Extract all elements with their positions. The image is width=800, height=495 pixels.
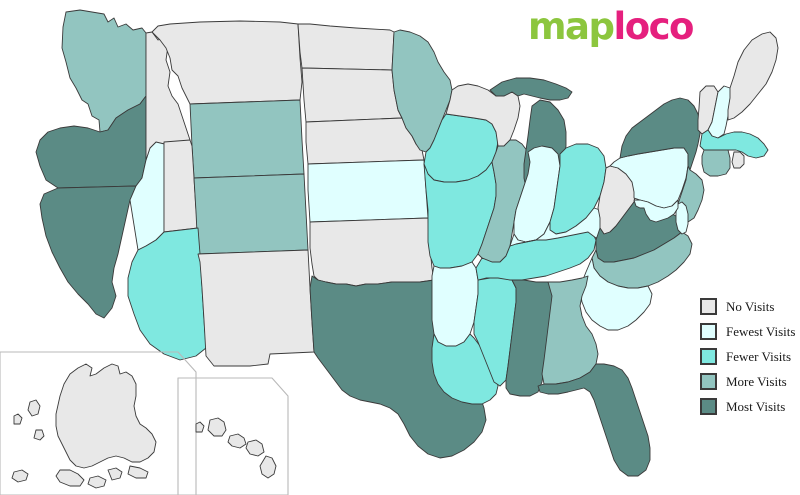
- state-CA[interactable]: [39, 185, 137, 319]
- legend-label-fewest-visits: Fewest Visits: [726, 323, 796, 339]
- legend-label-fewer-visits: Fewer Visits: [726, 348, 792, 364]
- state-KS[interactable]: [307, 159, 429, 223]
- state-RI[interactable]: [731, 151, 745, 169]
- hawaii-inset-frame: [177, 377, 289, 495]
- state-MT[interactable]: [151, 20, 303, 105]
- state-NY[interactable]: [619, 97, 701, 171]
- legend-item-fewer-visits[interactable]: Fewer Visits: [700, 344, 800, 369]
- alaska-inset-frame: [0, 351, 197, 495]
- legend-label-more-visits: More Visits: [726, 373, 787, 389]
- state-AR[interactable]: [431, 261, 479, 347]
- state-CT[interactable]: [701, 149, 731, 177]
- logo-text-map: map: [528, 5, 615, 48]
- state-HI[interactable]: [195, 417, 277, 479]
- legend-item-no-visits[interactable]: No Visits: [700, 294, 800, 319]
- state-FL[interactable]: [537, 363, 651, 477]
- state-WY[interactable]: [189, 99, 305, 179]
- legend-swatch-no-visits: [700, 298, 717, 315]
- legend-swatch-fewest-visits: [700, 323, 717, 340]
- legend-swatch-most-visits: [700, 398, 717, 415]
- legend-item-most-visits[interactable]: Most Visits: [700, 394, 800, 419]
- legend-label-no-visits: No Visits: [726, 298, 775, 314]
- state-DE[interactable]: [675, 201, 689, 235]
- state-NM[interactable]: [197, 249, 315, 367]
- legend-label-most-visits: Most Visits: [726, 398, 786, 414]
- legend-item-more-visits[interactable]: More Visits: [700, 369, 800, 394]
- state-CO[interactable]: [193, 173, 309, 255]
- state-AK[interactable]: [11, 363, 157, 489]
- legend-swatch-fewer-visits: [700, 348, 717, 365]
- state-GA[interactable]: [541, 275, 599, 385]
- state-AZ[interactable]: [127, 227, 207, 361]
- state-SD[interactable]: [301, 67, 403, 123]
- state-OK[interactable]: [309, 217, 435, 287]
- state-MD[interactable]: [633, 199, 679, 223]
- state-ND[interactable]: [297, 23, 395, 71]
- state-UT[interactable]: [163, 139, 199, 233]
- state-ME[interactable]: [727, 31, 779, 121]
- legend-item-fewest-visits[interactable]: Fewest Visits: [700, 319, 800, 344]
- legend-swatch-more-visits: [700, 373, 717, 390]
- map-legend: No Visits Fewest Visits Fewer Visits Mor…: [700, 294, 800, 419]
- logo-text-loco: loco: [613, 5, 695, 48]
- state-WI[interactable]: [445, 83, 521, 147]
- maploco-logo[interactable]: maploco: [528, 5, 695, 48]
